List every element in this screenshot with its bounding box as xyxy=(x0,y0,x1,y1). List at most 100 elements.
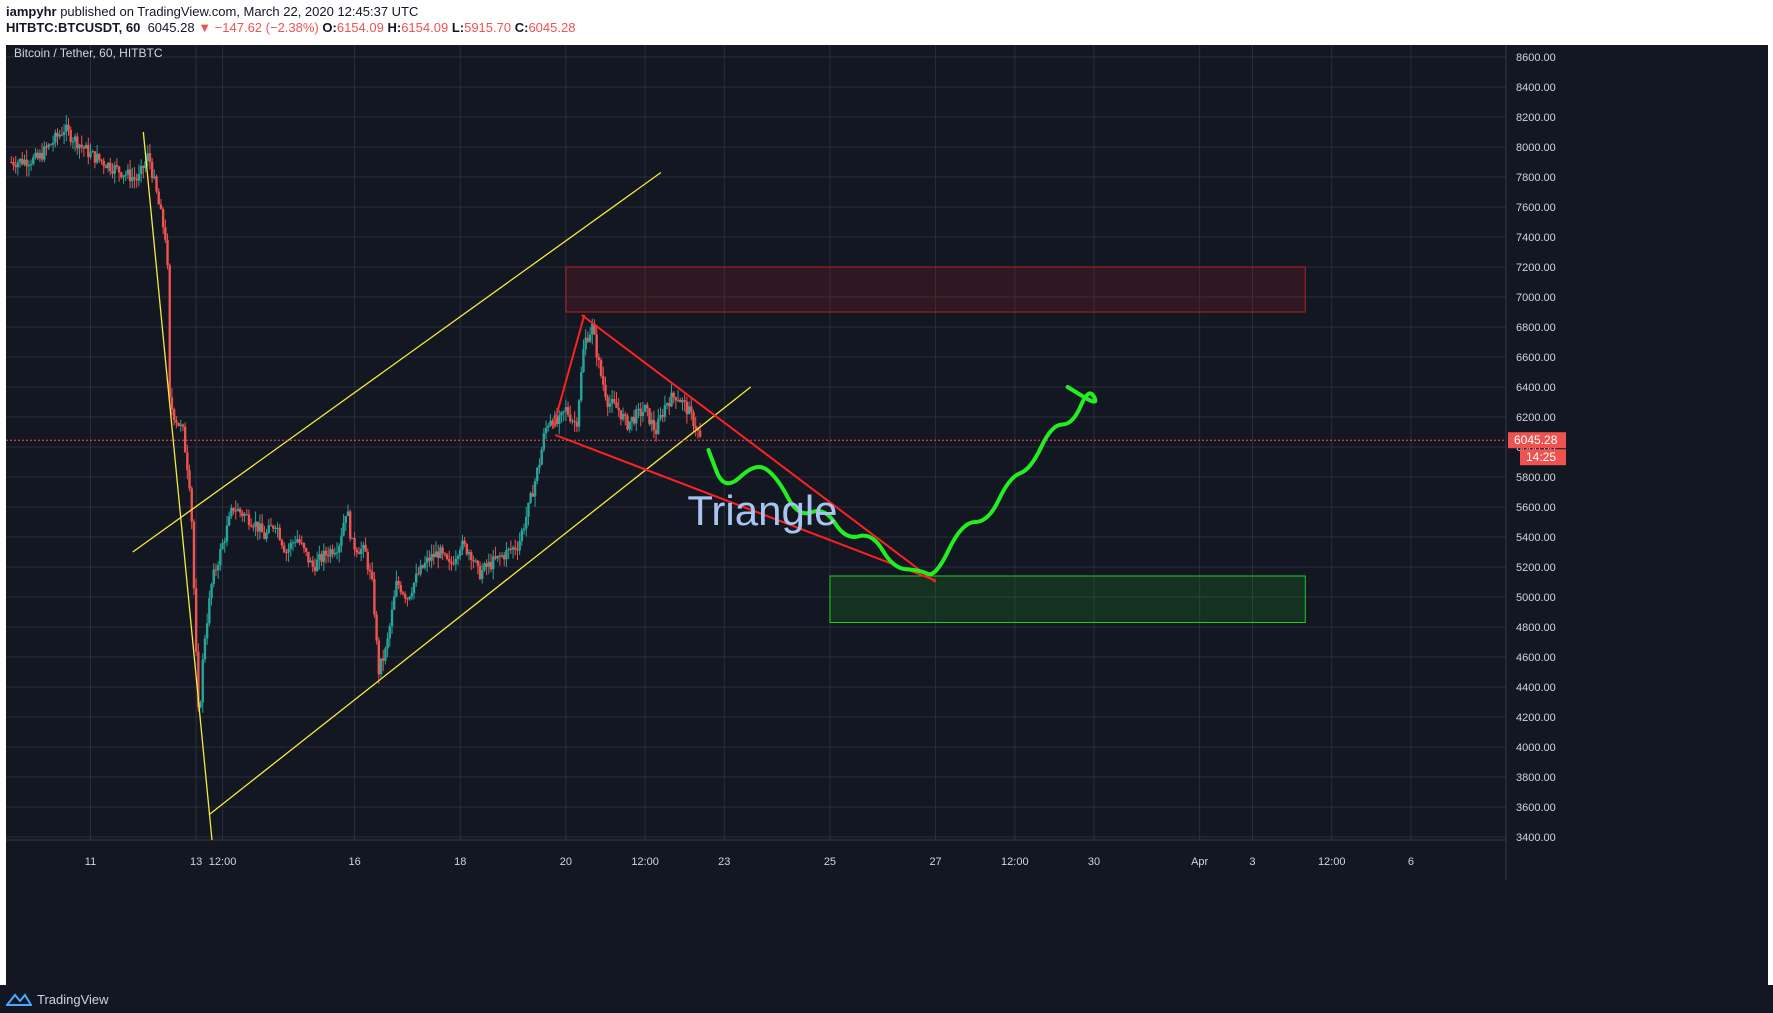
candle-body xyxy=(542,433,546,450)
price-tick-label: 6200.00 xyxy=(1516,412,1556,424)
candle-body xyxy=(80,144,83,147)
candle-body xyxy=(45,146,48,148)
candle-body xyxy=(263,532,266,539)
candle-body xyxy=(223,541,226,544)
candle-body xyxy=(293,542,297,544)
candle-body xyxy=(555,415,559,424)
author-name[interactable]: iampyhr xyxy=(6,4,57,19)
candle-body xyxy=(32,157,35,164)
price-tick-label: 8200.00 xyxy=(1516,112,1556,124)
candle-body xyxy=(443,553,447,555)
candle-body xyxy=(432,553,436,558)
candle-body xyxy=(89,152,92,158)
candle-body xyxy=(626,415,629,430)
candle-body xyxy=(564,407,568,412)
candle-body xyxy=(426,557,429,563)
candle-body xyxy=(309,560,312,563)
candle-body xyxy=(91,151,94,153)
candle-body xyxy=(650,419,653,425)
candle-body xyxy=(676,399,680,401)
time-tick-label: 20 xyxy=(560,856,572,868)
publish-header: iampyhr published on TradingView.com, Ma… xyxy=(6,4,1767,38)
candle-body xyxy=(448,559,451,562)
candle-body xyxy=(10,162,13,163)
time-tick-label: Apr xyxy=(1191,856,1208,868)
candle-body xyxy=(610,398,614,404)
candle-body xyxy=(683,400,686,402)
candle-body xyxy=(362,544,365,549)
candle-body xyxy=(278,527,281,541)
publish-info: published on TradingView.com, March 22, … xyxy=(56,4,419,19)
candle-body xyxy=(628,421,631,430)
candle-body xyxy=(205,623,209,639)
candle-body xyxy=(142,165,145,169)
candle-body xyxy=(324,550,328,556)
candle-body xyxy=(98,153,101,160)
candle-body xyxy=(370,571,374,580)
candle-body xyxy=(109,162,112,172)
candle-body xyxy=(602,375,605,385)
candle-body xyxy=(665,403,669,406)
candle-body xyxy=(597,357,601,361)
candle-body xyxy=(311,560,314,567)
candle-body xyxy=(698,430,702,437)
high-label: H: xyxy=(387,20,402,35)
candle-body xyxy=(126,169,130,175)
candle-body xyxy=(29,163,33,166)
candle-body xyxy=(214,569,218,571)
price-tick-label: 4400.00 xyxy=(1516,682,1556,694)
candle-body xyxy=(47,144,50,148)
trendlines xyxy=(132,131,1098,841)
candle-body xyxy=(258,523,262,532)
triangle-label: Triangle xyxy=(687,487,837,534)
candle-body xyxy=(166,239,169,266)
candle-body xyxy=(685,401,689,415)
chart-area[interactable]: Triangle Bitcoin / Tether, 60, HITBTC 34… xyxy=(6,45,1768,991)
candle-body xyxy=(632,416,636,424)
time-tick-label: 12:00 xyxy=(1001,856,1029,868)
candle-body xyxy=(544,427,548,434)
price-tick-label: 5400.00 xyxy=(1516,532,1556,544)
publish-line: iampyhr published on TradingView.com, Ma… xyxy=(6,4,1767,20)
low-value: 5915.70 xyxy=(464,20,512,35)
price-tag: 6045.28 14:25 xyxy=(1508,432,1566,466)
price-chart[interactable]: Triangle Bitcoin / Tether, 60, HITBTC 34… xyxy=(6,45,1768,991)
candle-body xyxy=(71,141,75,143)
candle-body xyxy=(245,514,248,516)
candle-body xyxy=(395,580,398,597)
candle-body xyxy=(12,162,15,166)
candle-body xyxy=(179,424,182,426)
candle-body xyxy=(366,551,369,570)
candle-body xyxy=(604,384,607,397)
candle-body xyxy=(117,166,121,173)
time-tick-label: 12:00 xyxy=(631,856,659,868)
candle-body xyxy=(326,555,330,557)
candle-body xyxy=(406,598,409,600)
candle-body xyxy=(58,134,61,137)
candle-body xyxy=(652,419,656,431)
candle-body xyxy=(452,563,455,565)
candle-body xyxy=(243,514,246,517)
candle-body xyxy=(175,420,178,423)
candle-body xyxy=(36,152,39,159)
countdown-tag: 14:25 xyxy=(1526,450,1556,464)
candle-body xyxy=(619,410,623,420)
candle-body xyxy=(212,569,215,585)
candle-body xyxy=(571,420,574,422)
price-tick-label: 7000.00 xyxy=(1516,292,1556,304)
chart-legend-title: Bitcoin / Tether, 60, HITBTC xyxy=(14,46,163,60)
candle-body xyxy=(153,176,156,179)
tradingview-logo[interactable]: TradingView xyxy=(6,991,109,1007)
last-price-tag-box xyxy=(1508,432,1566,449)
time-tick-label: 12:00 xyxy=(1318,856,1346,868)
candle-body xyxy=(450,561,453,564)
candle-body xyxy=(256,521,259,532)
candle-body xyxy=(84,144,88,149)
candle-body xyxy=(635,409,638,424)
candle-body xyxy=(203,638,207,660)
candle-body xyxy=(659,414,662,419)
candle-body xyxy=(569,414,572,422)
candle-body xyxy=(201,659,204,703)
candle-body xyxy=(595,334,598,358)
candle-body xyxy=(43,146,46,160)
